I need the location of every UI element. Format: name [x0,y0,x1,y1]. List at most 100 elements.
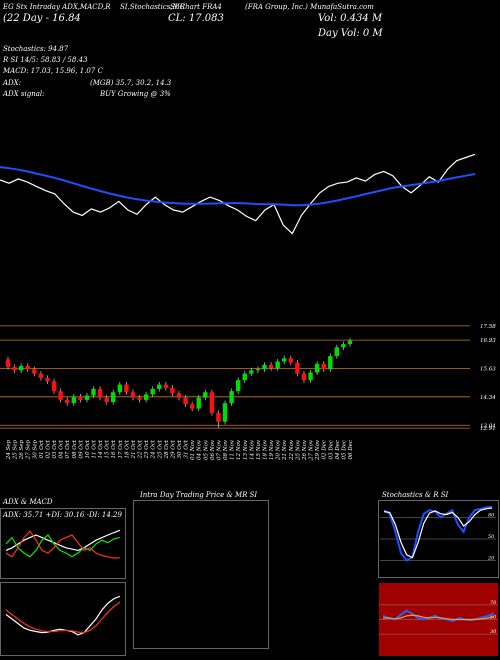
header-text: R SI 14/5: 58.83 / 58.43 [2,56,88,64]
x-tick-label: 25 Nov [295,439,301,461]
x-tick-label: 11 Oct [92,439,98,458]
indicator-line [383,614,495,621]
x-tick-label: 23 Oct [144,439,150,459]
panel-subtitle: ADX: 35.71 +DI: 30.16 -DI: 14.29 [2,511,123,519]
x-tick-label: 18 Oct [124,439,130,458]
candle-body [170,387,175,394]
adx-frame [0,508,126,579]
x-tick-label: 13 Nov [243,439,249,460]
y-tick-label: 15.63 [480,367,496,373]
candle-body [301,373,307,381]
candle-body [321,363,326,370]
candle-body [216,413,221,422]
candle-body [58,391,63,400]
x-tick-label: 03 Dec [328,440,334,460]
x-tick-label: 27 Sep [26,440,32,461]
candle-body [209,392,215,414]
candle-body [117,384,123,393]
x-tick-label: 16 Oct [111,439,117,458]
x-tick-label: 01 Oct [39,439,45,458]
candle-body [183,397,188,405]
header-text: SI Chart FRA4 [170,3,222,11]
candle-body [104,397,109,403]
y-tick-label: 70 [490,600,497,606]
x-tick-label: 26 Sep [19,440,25,461]
x-tick-label: 06 Nov [210,439,216,460]
intraday-frame [133,500,269,649]
x-tick-label: 30 Sep [32,440,38,460]
y-tick-label: 80 [488,512,495,518]
header-text: EG Stx Intraday ADX,MACD,R [2,3,111,11]
stoch-frame [378,500,499,578]
header-text: (MGB) 35.7, 30.2, 14.3 [90,79,172,87]
candle-body [71,396,76,404]
header-text: ADX: [2,79,21,87]
x-tick-label: 29 Nov [315,439,321,461]
candle-body [347,340,353,345]
candle-body [124,384,129,393]
candle-body [328,356,333,370]
indicator-line [383,505,493,562]
x-tick-label: 02 Dec [322,440,328,460]
y-tick-label: 12.91 [480,426,496,432]
header-text: Stochastics: 94.87 [3,45,69,53]
y-tick-label: 20 [487,556,495,562]
x-tick-label: 04 Oct [59,439,65,458]
candle-body [12,367,17,371]
y-tick-label: 13.04 [480,423,496,429]
candle-body [334,347,340,357]
candle-body [97,388,103,398]
candle-body [242,373,247,381]
candle-body [235,380,241,392]
price-line [0,153,476,235]
x-tick-label: 12 Nov [236,439,242,460]
candle-body [78,396,83,400]
x-tick-label: 02 Oct [45,439,51,458]
x-tick-label: 14 Nov [249,439,255,460]
candle-body [130,392,136,398]
macd-frame [0,582,126,656]
x-tick-label: 08 Nov [223,439,229,460]
x-tick-label: 09 Oct [78,439,84,458]
x-tick-label: 17 Oct [118,439,124,458]
header-text: BUY Growing @ 3% [99,90,171,98]
candle-body [275,361,280,369]
indicator-line [5,530,121,559]
indicator-line [5,529,121,552]
candle-body [314,363,320,373]
candle-body [5,359,11,368]
candle-body [91,388,96,396]
candle-body [38,373,44,378]
candle-body [262,364,267,370]
x-tick-label: 29 Oct [170,439,176,459]
x-tick-label: 10 Oct [85,439,91,458]
x-tick-label: 19 Nov [269,439,275,460]
candle-body [249,370,254,374]
y-tick-label: 50 [488,534,495,540]
x-tick-label: 22 Nov [289,439,295,461]
candle-body [45,378,50,382]
candle-body [295,362,300,374]
y-tick-label: 30 [490,629,497,635]
x-tick-label: 14 Oct [98,439,104,458]
panel-title: ADX & MACD [2,498,53,506]
candle-body [163,384,169,388]
candle-body [157,384,162,389]
header-text: CL: 17.083 [168,13,224,24]
header-text: Vol: 0.434 M [318,13,383,24]
candle-body [203,392,208,398]
x-tick-label: 11 Nov [230,439,236,460]
candle-body [32,369,37,374]
candle-body [111,392,116,403]
candle-body [196,397,201,409]
candle-body [308,372,313,381]
x-tick-label: 31 Oct [184,439,190,458]
y-tick-label: 16.93 [480,338,496,344]
x-tick-label: 06 Dec [348,440,354,460]
candle-body [137,397,142,400]
indicator-line [5,601,121,634]
header-text: SI,Stochastics,MR [120,3,186,11]
y-tick-label: 50 [490,615,497,621]
candle-body [64,399,70,404]
